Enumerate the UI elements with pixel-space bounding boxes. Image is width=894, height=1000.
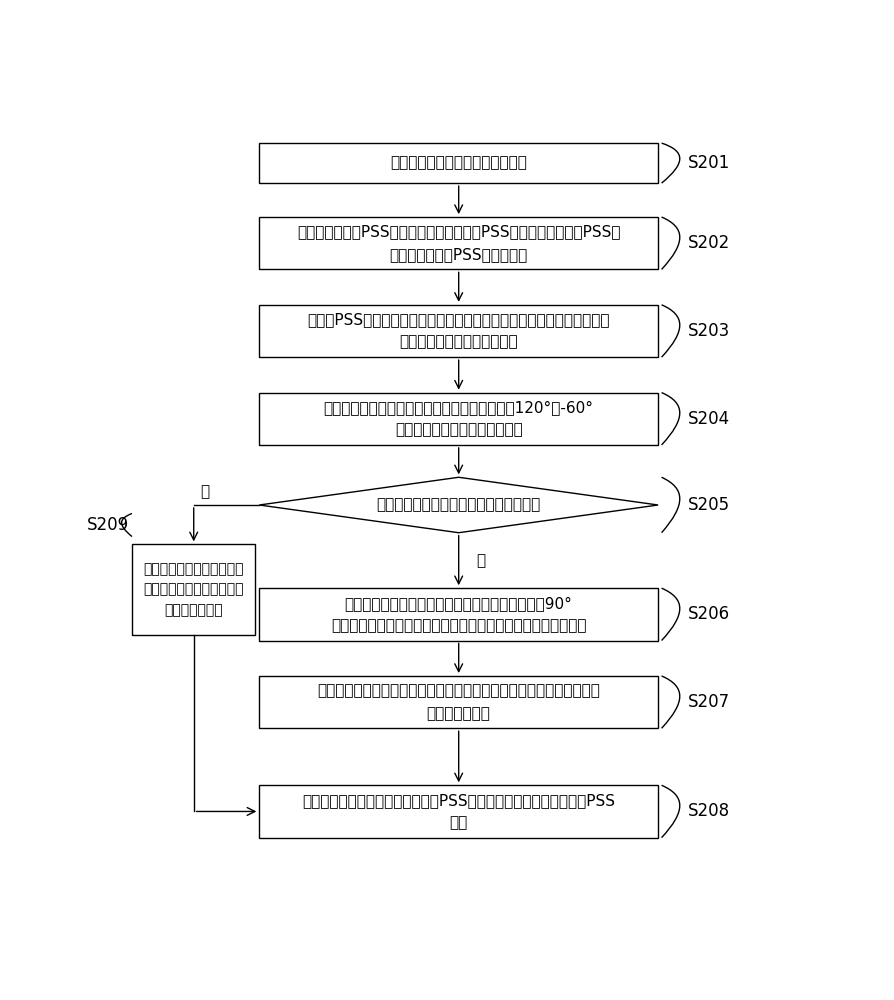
Text: 从多组有补偿相频特性数据中获取取值范围在－120°至-60°
之间的目标有补偿相频特性数据: 从多组有补偿相频特性数据中获取取值范围在－120°至-60° 之间的目标有补偿相… [324, 400, 593, 437]
Text: 将仅有的一组目标有补偿相
频特性数据确定为最优有补
偿相频特性数据: 将仅有的一组目标有补偿相 频特性数据确定为最优有补 偿相频特性数据 [143, 562, 244, 617]
Text: 将最优有补偿相频特性数据对应的PSS参数确定为励磁系统的待使用PSS
参数: 将最优有补偿相频特性数据对应的PSS参数确定为励磁系统的待使用PSS 参数 [302, 793, 614, 830]
Text: S204: S204 [687, 410, 730, 428]
Text: 将第一系数中的最小值对应的目标有补偿相频特性数据确定为最优有补
偿相频特性数据: 将第一系数中的最小值对应的目标有补偿相频特性数据确定为最优有补 偿相频特性数据 [316, 684, 600, 721]
Text: 判断目标有补偿相频特性数据是否有多组: 判断目标有补偿相频特性数据是否有多组 [376, 497, 540, 512]
Text: S201: S201 [687, 154, 730, 172]
Text: S206: S206 [687, 605, 730, 623]
Polygon shape [259, 477, 657, 533]
Bar [259, 588, 657, 641]
Text: 获取励磁系统无补偿相频特性数据: 获取励磁系统无补偿相频特性数据 [390, 156, 527, 171]
Text: S202: S202 [687, 234, 730, 252]
Bar [259, 785, 657, 838]
Text: S209: S209 [87, 516, 129, 534]
Bar [131, 544, 255, 635]
Text: S203: S203 [687, 322, 730, 340]
Text: 是: 是 [476, 553, 485, 568]
Bar [259, 676, 657, 728]
Bar [259, 305, 657, 357]
Bar [259, 217, 657, 269]
Text: S208: S208 [687, 802, 730, 820]
Text: 将多组PSS补偿角数据分别与无补偿相频特性数据在各频率点位置叠加，
生成多组有补偿相频特性数据: 将多组PSS补偿角数据分别与无补偿相频特性数据在各频率点位置叠加， 生成多组有补… [308, 312, 609, 350]
Text: 在一预先设置的PSS参数样本库中获取多组PSS参数，并根据多组PSS参
数分别确定多组PSS补偿角数据: 在一预先设置的PSS参数样本库中获取多组PSS参数，并根据多组PSS参 数分别确… [297, 225, 620, 262]
Text: S205: S205 [687, 496, 730, 514]
Bar [259, 143, 657, 183]
Text: S207: S207 [687, 693, 730, 711]
Text: 确定目标有补偿相频特性数据在各频率点的值与－90°
的差的绝对值，并根据各绝对值进行求和运算，生成一第一系数: 确定目标有补偿相频特性数据在各频率点的值与－90° 的差的绝对值，并根据各绝对值… [331, 596, 586, 633]
Bar [259, 393, 657, 445]
Text: 否: 否 [200, 484, 209, 499]
